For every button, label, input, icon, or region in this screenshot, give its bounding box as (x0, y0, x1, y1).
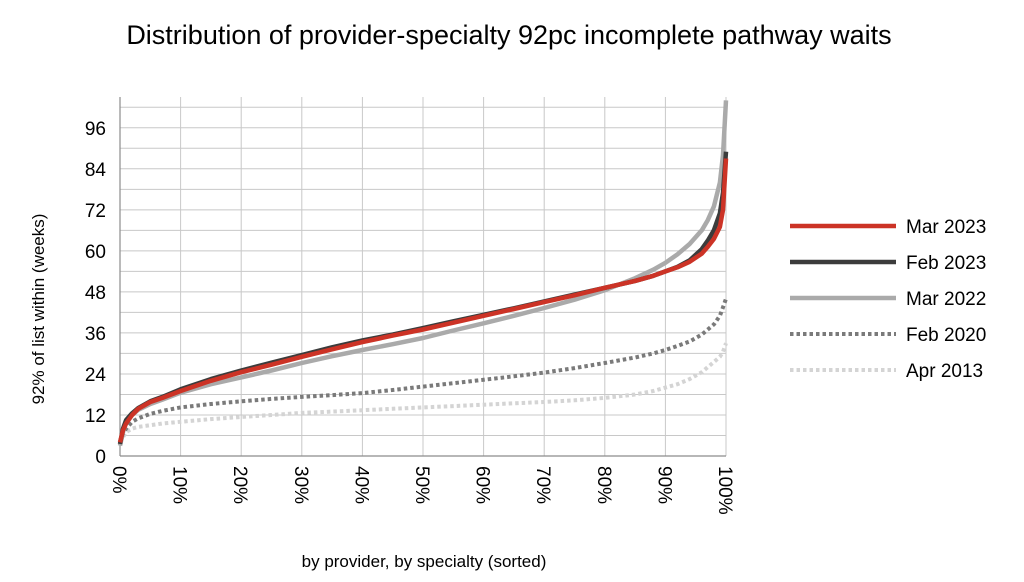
y-tick-label: 12 (85, 406, 106, 427)
x-tick-label: 90% (653, 466, 674, 504)
series-line-feb-2020 (118, 298, 728, 443)
y-tick-label: 60 (85, 242, 106, 263)
y-tick-label: 72 (85, 201, 106, 222)
legend-label: Mar 2023 (906, 217, 986, 238)
y-tick-labels: 0 12 24 36 48 60 72 84 96 (85, 119, 107, 468)
x-tick-label: 60% (472, 466, 493, 504)
chart-title: Distribution of provider-specialty 92pc … (126, 20, 891, 50)
x-tick-label: 0% (108, 466, 129, 494)
x-tick-label: 40% (350, 466, 371, 504)
axes (119, 97, 726, 457)
legend-label: Apr 2013 (906, 361, 983, 382)
y-tick-label: 48 (85, 283, 106, 304)
x-tick-label: 10% (169, 466, 190, 504)
legend: Mar 2023 Feb 2023 Mar 2022 Feb 2020 Apr 2013 (790, 217, 986, 382)
x-axis-label: by provider, by specialty (sorted) (302, 552, 547, 571)
y-tick-label: 0 (95, 447, 106, 468)
x-tick-label: 80% (593, 466, 614, 504)
y-tick-label: 96 (85, 119, 106, 140)
gridlines (120, 97, 727, 456)
x-tick-label: 70% (532, 466, 553, 504)
series-line-apr-2013 (118, 342, 728, 444)
x-tick-label: 20% (229, 466, 250, 504)
legend-label: Feb 2023 (906, 253, 986, 274)
y-axis-label: 92% of list within (weeks) (29, 214, 48, 405)
x-tick-label: 100% (714, 466, 735, 515)
series-lines (117, 100, 729, 447)
y-tick-label: 84 (85, 160, 107, 181)
x-tick-label: 50% (411, 466, 432, 504)
legend-label: Mar 2022 (906, 289, 986, 310)
y-tick-label: 36 (85, 324, 106, 345)
x-tick-label: 30% (290, 466, 311, 504)
y-tick-label: 24 (85, 365, 107, 386)
x-tick-labels: 0% 10% 20% 30% 40% 50% 60% 70% 80% 90% 100% (108, 466, 735, 515)
legend-label: Feb 2020 (906, 325, 986, 346)
series-line-mar-2023 (117, 158, 729, 443)
